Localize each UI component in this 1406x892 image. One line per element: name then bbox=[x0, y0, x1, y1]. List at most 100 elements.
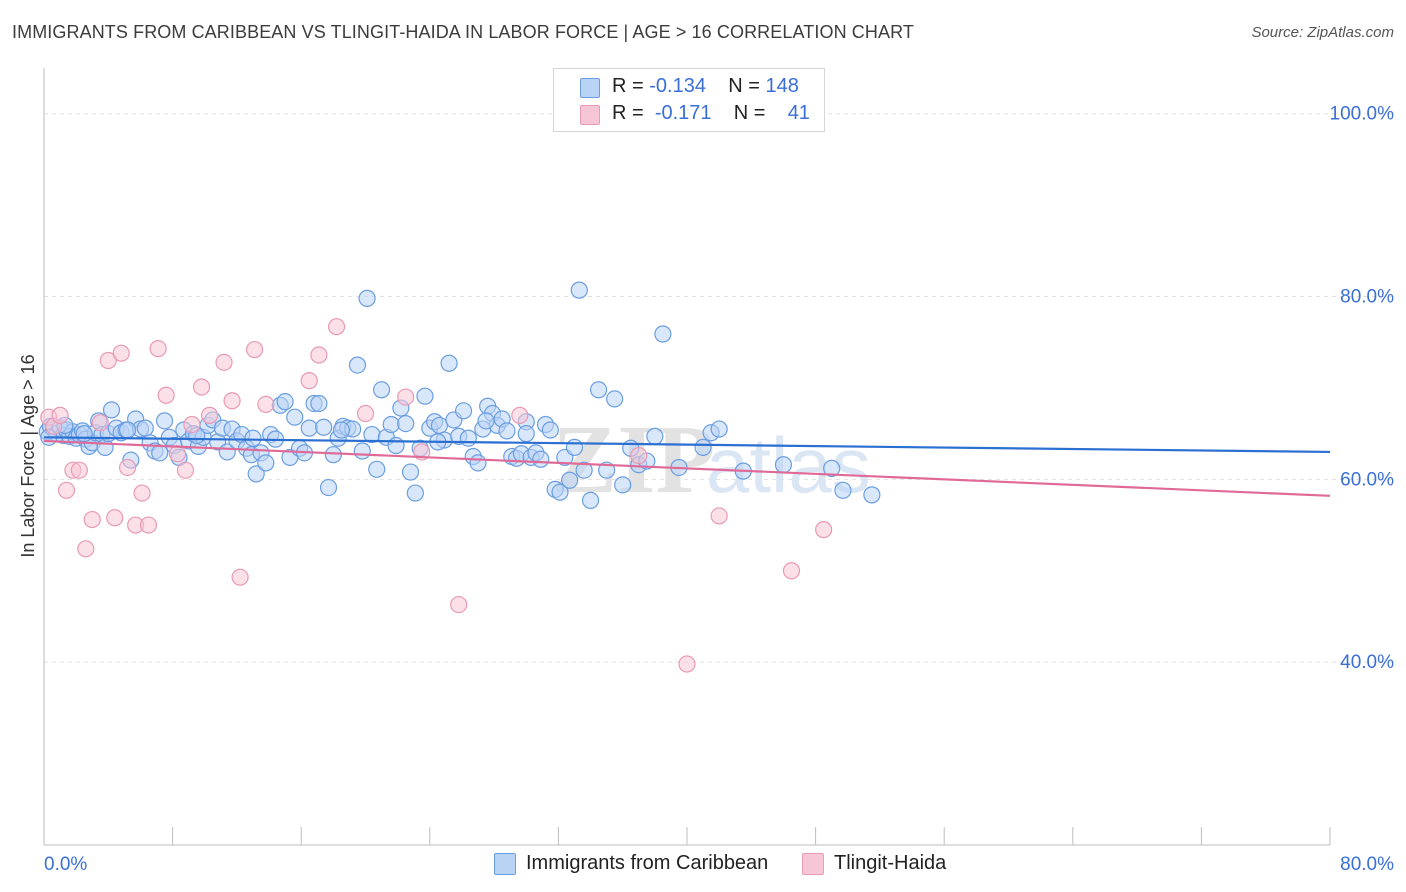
chart-title: IMMIGRANTS FROM CARIBBEAN VS TLINGIT-HAI… bbox=[12, 22, 914, 42]
data-point-tlingit bbox=[51, 406, 69, 424]
data-point-caribbean bbox=[606, 390, 624, 408]
legend-r-label: R = bbox=[612, 102, 644, 124]
data-point-caribbean bbox=[247, 465, 265, 483]
data-point-caribbean bbox=[353, 442, 371, 460]
series-tlingit-haida bbox=[40, 318, 833, 673]
data-point-caribbean bbox=[654, 325, 672, 343]
data-point-tlingit bbox=[83, 510, 101, 529]
data-point-tlingit bbox=[815, 521, 833, 539]
legend-r-label: R = bbox=[612, 75, 644, 97]
y-tick-label: 80.0% bbox=[1340, 287, 1394, 308]
data-point-caribbean bbox=[469, 454, 487, 472]
data-point-tlingit bbox=[112, 344, 130, 362]
data-point-caribbean bbox=[541, 421, 559, 439]
data-point-caribbean bbox=[372, 381, 391, 399]
data-point-caribbean bbox=[416, 387, 434, 405]
data-point-caribbean bbox=[834, 481, 852, 499]
legend-n-label: N = bbox=[728, 75, 760, 97]
data-point-tlingit bbox=[106, 509, 124, 527]
data-point-tlingit bbox=[183, 415, 201, 434]
data-point-tlingit bbox=[310, 346, 328, 364]
axes bbox=[43, 68, 1331, 846]
watermark: ZIP atlas bbox=[552, 406, 871, 514]
data-point-caribbean bbox=[863, 486, 881, 504]
data-point-tlingit bbox=[149, 340, 167, 358]
y-tick-label: 60.0% bbox=[1340, 469, 1394, 490]
trend-line-caribbean bbox=[43, 436, 1331, 454]
data-point-tlingit bbox=[300, 372, 318, 390]
data-point-caribbean bbox=[401, 463, 420, 481]
data-point-caribbean bbox=[118, 421, 137, 439]
data-point-caribbean bbox=[244, 429, 262, 447]
data-point-tlingit bbox=[192, 378, 211, 396]
data-point-caribbean bbox=[300, 419, 318, 437]
data-point-caribbean bbox=[454, 402, 473, 420]
data-point-caribbean bbox=[517, 425, 535, 443]
data-point-caribbean bbox=[614, 476, 632, 494]
legend-n-value: 41 bbox=[787, 102, 810, 124]
bottom-legend-swatch-blue bbox=[494, 853, 516, 875]
data-point-caribbean bbox=[286, 408, 304, 426]
data-point-tlingit bbox=[223, 392, 241, 410]
data-point-caribbean bbox=[646, 427, 664, 445]
legend-swatch-pink bbox=[580, 105, 600, 125]
data-point-caribbean bbox=[575, 461, 593, 479]
tick-labels: 40.0% 60.0% 80.0% 100.0% 0.0% 80.0% bbox=[44, 104, 1394, 875]
data-point-caribbean bbox=[332, 421, 350, 439]
data-point-tlingit bbox=[77, 540, 95, 558]
legend-swatch-blue bbox=[580, 78, 600, 98]
bottom-legend-label: Tlingit-Haida bbox=[834, 852, 947, 874]
data-point-caribbean bbox=[477, 412, 495, 430]
data-point-tlingit bbox=[678, 655, 696, 673]
data-point-caribbean bbox=[387, 436, 405, 455]
y-tick-label: 40.0% bbox=[1340, 652, 1394, 673]
data-point-tlingit bbox=[630, 446, 648, 465]
data-point-caribbean bbox=[565, 438, 584, 456]
data-point-caribbean bbox=[694, 438, 712, 456]
data-point-caribbean bbox=[589, 381, 608, 399]
data-point-caribbean bbox=[324, 446, 342, 464]
data-point-tlingit bbox=[168, 445, 187, 463]
data-point-caribbean bbox=[397, 414, 415, 433]
source-label: Source: ZipAtlas.com bbox=[1251, 24, 1394, 41]
data-point-tlingit bbox=[511, 406, 529, 424]
data-point-tlingit bbox=[133, 484, 151, 502]
data-point-tlingit bbox=[245, 340, 264, 359]
data-point-caribbean bbox=[430, 416, 449, 435]
data-point-tlingit bbox=[397, 388, 415, 406]
trend-lines bbox=[43, 436, 1331, 497]
data-point-tlingit bbox=[91, 414, 109, 432]
data-point-tlingit bbox=[356, 404, 375, 423]
data-point-caribbean bbox=[151, 444, 169, 462]
data-point-caribbean bbox=[315, 418, 333, 436]
data-point-caribbean bbox=[561, 471, 579, 489]
bottom-legend-swatch-pink bbox=[802, 853, 824, 875]
data-point-caribbean bbox=[348, 356, 367, 374]
data-point-tlingit bbox=[57, 481, 76, 499]
data-point-caribbean bbox=[710, 420, 728, 438]
data-point-tlingit bbox=[215, 353, 233, 371]
data-point-tlingit bbox=[70, 461, 88, 479]
data-point-tlingit bbox=[710, 507, 728, 525]
data-point-tlingit bbox=[157, 386, 175, 404]
data-point-caribbean bbox=[368, 460, 386, 478]
data-point-caribbean bbox=[532, 450, 550, 468]
data-point-caribbean bbox=[459, 429, 477, 447]
data-point-caribbean bbox=[440, 354, 458, 372]
data-point-tlingit bbox=[99, 351, 117, 370]
legend-n-label: N = bbox=[733, 102, 766, 124]
y-tick-label: 100.0% bbox=[1330, 104, 1395, 125]
data-point-caribbean bbox=[406, 484, 424, 502]
trend-line-tlingit bbox=[43, 439, 1331, 497]
data-point-caribbean bbox=[570, 281, 588, 299]
data-point-caribbean bbox=[136, 419, 154, 437]
data-point-tlingit bbox=[257, 395, 275, 413]
legend-r-value: -0.171 bbox=[654, 102, 712, 124]
data-point-caribbean bbox=[257, 454, 275, 472]
legend-r-value: -0.134 bbox=[649, 75, 706, 97]
data-point-caribbean bbox=[823, 459, 841, 477]
data-point-caribbean bbox=[382, 415, 400, 434]
x-tick-label: 80.0% bbox=[1340, 854, 1394, 875]
data-point-caribbean bbox=[498, 422, 516, 440]
